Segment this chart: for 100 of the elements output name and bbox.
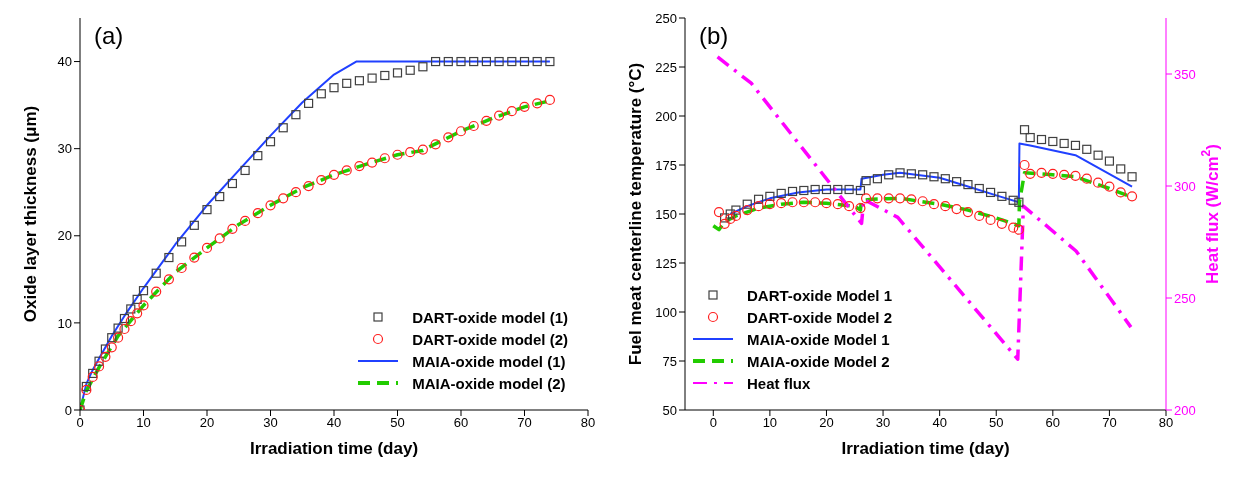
point — [252, 208, 263, 219]
point — [138, 286, 149, 296]
point — [906, 194, 917, 205]
point — [201, 242, 213, 254]
point — [742, 199, 752, 209]
point — [894, 193, 906, 204]
legend-label: DART-oxide model (1) — [412, 308, 568, 326]
point — [469, 56, 479, 67]
point — [753, 201, 764, 212]
y-axis-title: Oxide layer thickness (μm) — [21, 105, 41, 323]
point — [810, 184, 820, 195]
point — [884, 170, 894, 180]
point — [126, 304, 136, 314]
point — [1104, 181, 1115, 192]
legend-label: DART-oxide Model 1 — [747, 286, 893, 304]
point — [1070, 170, 1081, 181]
point — [132, 294, 142, 304]
point — [776, 188, 786, 199]
point — [1019, 159, 1030, 171]
point — [832, 199, 843, 210]
point — [1127, 172, 1137, 182]
point — [443, 56, 453, 67]
point — [379, 153, 390, 164]
point — [202, 205, 212, 215]
y2-tick-label: 250 — [1174, 290, 1196, 306]
point — [974, 210, 985, 222]
chart-title: (b) — [699, 22, 729, 50]
legend-label: MAIA-oxide Model 1 — [747, 330, 890, 348]
x-tick-label: 50 — [989, 415, 1004, 431]
point — [985, 187, 996, 198]
point — [1036, 167, 1047, 178]
point — [405, 65, 415, 75]
point — [240, 215, 251, 227]
point — [304, 98, 314, 108]
point — [787, 197, 798, 208]
x-tick-label: 30 — [263, 415, 278, 431]
point — [481, 56, 491, 67]
y-tick-label: 20 — [57, 228, 72, 244]
point — [1092, 177, 1104, 188]
point — [787, 186, 798, 197]
point — [113, 332, 124, 343]
x-axis-title: Irradiation time (day) — [249, 439, 419, 459]
point — [1036, 134, 1047, 145]
point — [1025, 168, 1036, 179]
point — [844, 201, 855, 212]
point — [952, 177, 962, 187]
point — [354, 160, 365, 172]
point — [1014, 197, 1024, 207]
point — [227, 223, 238, 234]
point — [106, 342, 117, 353]
legend-label: DART-oxide Model 2 — [747, 308, 893, 326]
point — [951, 204, 962, 215]
point — [367, 73, 377, 83]
point — [94, 356, 104, 366]
point — [177, 237, 187, 247]
y-tick-label: 225 — [655, 59, 677, 75]
point — [917, 196, 928, 207]
point — [929, 172, 939, 182]
x-tick-label: 10 — [762, 415, 778, 431]
point — [119, 313, 130, 324]
point — [1115, 187, 1126, 198]
x-tick-label: 70 — [1102, 415, 1117, 431]
point — [855, 185, 866, 196]
point — [278, 193, 289, 204]
point — [430, 139, 441, 150]
legend-label: DART-oxide model (2) — [412, 330, 568, 348]
point — [290, 187, 301, 198]
point — [720, 213, 730, 223]
point — [329, 83, 339, 93]
point — [731, 205, 741, 215]
point — [405, 147, 416, 158]
point — [392, 149, 403, 160]
point — [1008, 222, 1019, 233]
point — [844, 184, 854, 195]
point — [214, 233, 225, 244]
point — [138, 300, 149, 311]
point — [1082, 144, 1092, 154]
point — [431, 56, 441, 67]
point — [151, 286, 162, 297]
point — [1093, 150, 1103, 160]
point — [833, 184, 843, 195]
point — [93, 361, 105, 372]
point — [119, 323, 130, 335]
point — [730, 210, 742, 222]
point — [861, 176, 871, 186]
x-tick-label: 30 — [875, 415, 891, 431]
point — [810, 197, 821, 208]
x-axis-title: Irradiation time (day) — [841, 439, 1010, 459]
x-tick-label: 60 — [1045, 415, 1061, 431]
y-tick-label: 200 — [655, 108, 677, 124]
x-tick-label: 80 — [1158, 415, 1174, 431]
x-tick-label: 50 — [390, 415, 405, 431]
x-tick-label: 20 — [819, 415, 834, 431]
y-tick-label: 175 — [655, 157, 677, 173]
point — [799, 185, 809, 196]
point — [895, 168, 905, 178]
point — [713, 206, 725, 218]
point — [189, 252, 200, 263]
point — [81, 384, 92, 396]
point — [215, 191, 225, 202]
